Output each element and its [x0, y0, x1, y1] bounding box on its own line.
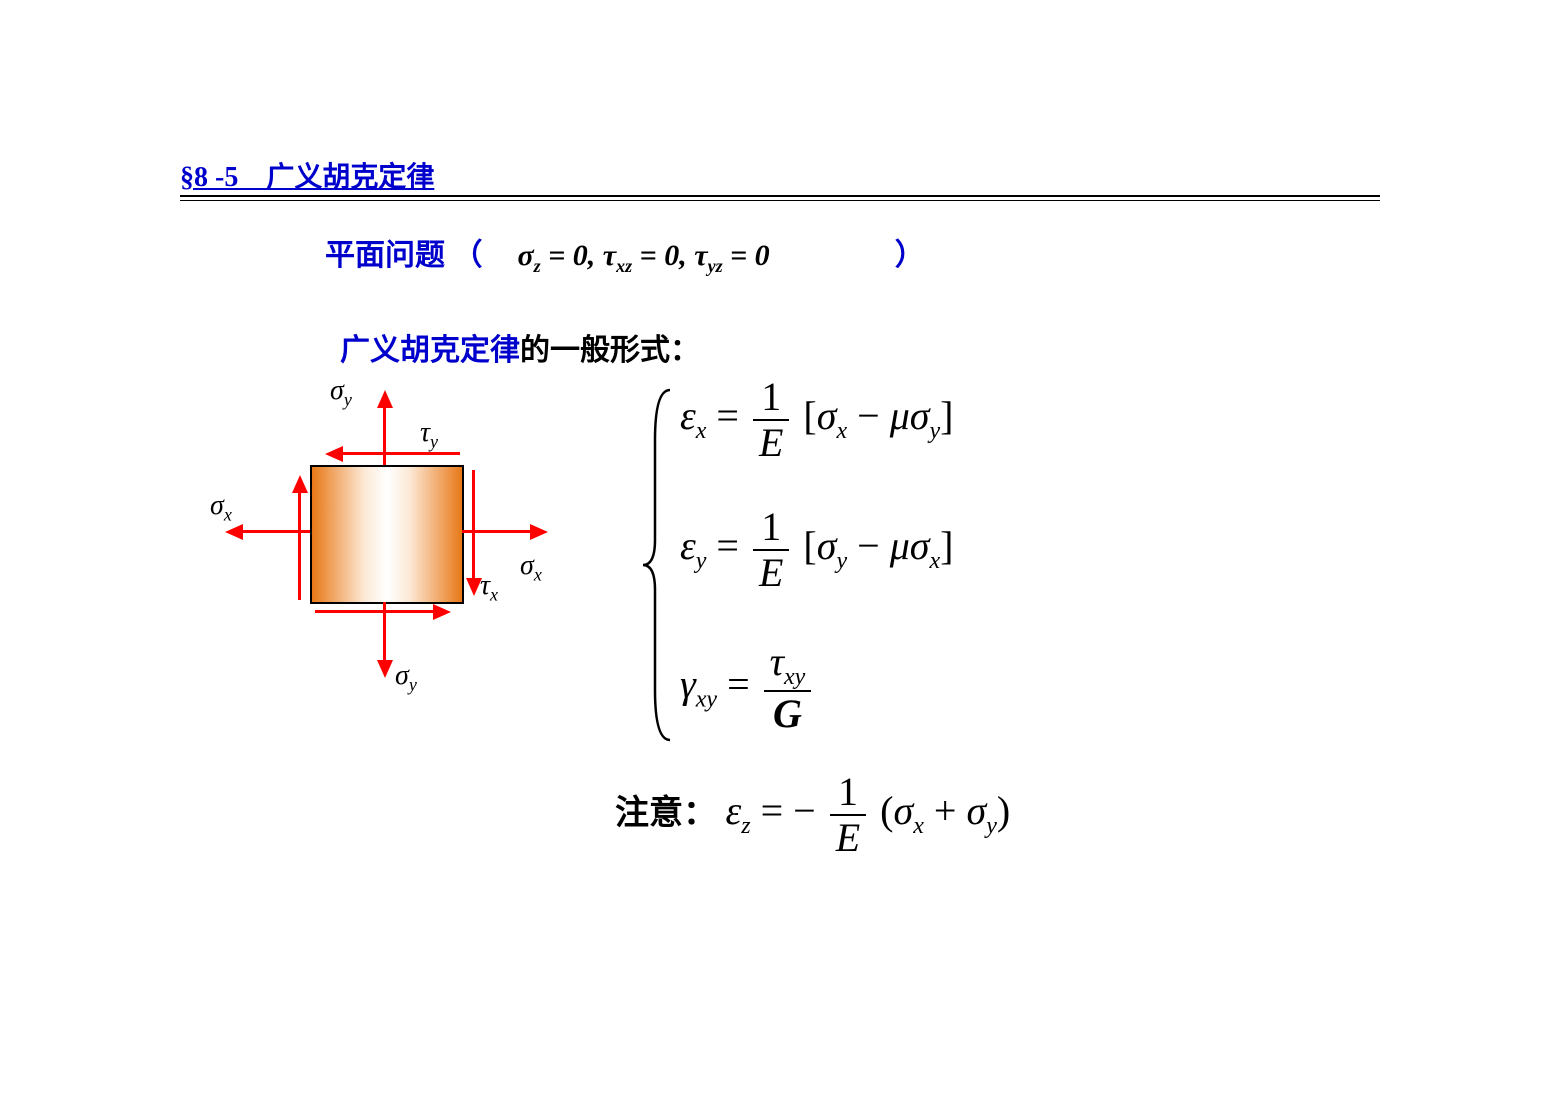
label-sigma-y-bottom: σy: [395, 660, 417, 696]
note-formula: εz = − 1E (σx + σy): [726, 788, 1011, 833]
arrow-tau-y: [340, 452, 460, 455]
arrowhead-tau-bottom: [433, 604, 451, 620]
label-tau-y: τy: [420, 417, 438, 453]
plane-condition: σz = 0, τxz = 0, τyz = 0: [518, 239, 778, 272]
note-row: 注意： εz = − 1E (σx + σy): [615, 770, 1010, 860]
arrowhead-sigma-y-bottom: [377, 660, 393, 678]
ex-num: 1: [753, 375, 789, 421]
plane-close-paren: ）: [895, 239, 925, 272]
arrow-tau-x: [472, 470, 475, 580]
equation-epsilon-x: εx = 1E [σx − μσy]: [680, 375, 954, 465]
equation-gamma-xy: γxy = τxyG: [680, 640, 815, 736]
general-form-black: 的一般形式：: [520, 334, 700, 367]
arrowhead-sigma-x-left: [225, 524, 243, 540]
general-form-blue: 广义胡克定律: [340, 334, 520, 367]
element-box: [310, 465, 464, 604]
arrowhead-tau-y: [325, 446, 343, 462]
equation-epsilon-y: εy = 1E [σy − μσx]: [680, 505, 954, 595]
label-sigma-x-right: σx: [520, 550, 542, 586]
plane-open-paren: （: [453, 239, 483, 272]
arrowhead-sigma-y-top: [377, 390, 393, 408]
brace-icon: [640, 380, 680, 750]
ey-den: E: [753, 551, 789, 595]
arrow-tau-left: [298, 490, 301, 600]
label-sigma-x-left: σx: [210, 490, 232, 526]
label-sigma-y-top: σy: [330, 375, 352, 411]
arrowhead-sigma-x-right: [530, 524, 548, 540]
arrow-tau-bottom: [315, 610, 435, 613]
label-tau-x: τx: [480, 570, 498, 606]
plane-label: 平面问题: [325, 239, 445, 272]
section-title: §8 -5 广义胡克定律: [180, 155, 434, 195]
general-form-heading: 广义胡克定律的一般形式：: [340, 325, 700, 369]
ey-num: 1: [753, 505, 789, 551]
section-rule: [180, 195, 1380, 201]
note-num: 1: [830, 770, 866, 816]
ex-den: E: [753, 421, 789, 465]
arrow-sigma-y-bottom: [383, 602, 386, 662]
gxy-den: G: [764, 692, 812, 736]
stress-element-diagram: σy τy σx σx τx σy: [180, 370, 600, 750]
plane-problem-row: 平面问题 （ σz = 0, τxz = 0, τyz = 0 ）: [325, 230, 925, 277]
note-den: E: [830, 816, 866, 860]
note-label: 注意：: [615, 795, 717, 832]
arrow-sigma-y-top: [383, 405, 386, 465]
arrowhead-tau-left: [292, 475, 308, 493]
